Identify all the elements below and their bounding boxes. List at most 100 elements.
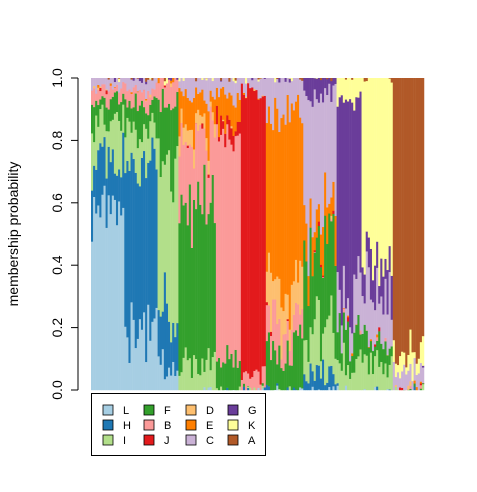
bar-segment-F bbox=[419, 388, 423, 391]
bar-segment-B bbox=[91, 90, 94, 105]
bar-segment-I bbox=[149, 121, 152, 161]
bar-segment-C bbox=[97, 78, 100, 85]
legend-label-G: G bbox=[248, 405, 257, 417]
bar-segment-F bbox=[163, 107, 167, 165]
bar-segment-I bbox=[353, 372, 356, 391]
bar-segment-C bbox=[355, 278, 358, 325]
bar-segment-C bbox=[195, 81, 198, 88]
bar-segment-H bbox=[324, 385, 327, 391]
bar-segment-K bbox=[411, 352, 414, 382]
bar-segment-K bbox=[232, 78, 235, 82]
bar-segment-C bbox=[249, 78, 252, 89]
bar-segment-K bbox=[401, 351, 404, 372]
bar-segment-H bbox=[307, 383, 310, 391]
bar-segment-B bbox=[234, 135, 237, 350]
bar-segment-H bbox=[126, 160, 129, 338]
bar-segment-G bbox=[340, 95, 344, 326]
bar-segment-B bbox=[269, 335, 273, 361]
bar-segment-A bbox=[365, 78, 369, 82]
bar-segment-I bbox=[157, 138, 160, 311]
bar-segment-I bbox=[334, 358, 337, 385]
bar-segment-F bbox=[269, 359, 273, 391]
bar-segment-B bbox=[113, 87, 117, 93]
bar-segment-G bbox=[220, 80, 223, 82]
bar-segment-I bbox=[215, 387, 219, 391]
bar-segment-K bbox=[165, 78, 169, 84]
bar-segment-L bbox=[99, 217, 102, 391]
bar-segment-G bbox=[113, 78, 117, 83]
bar-segment-H bbox=[265, 384, 269, 391]
bar-segment-D bbox=[145, 100, 148, 102]
bar-segment-J bbox=[378, 327, 381, 332]
bar-segment-C bbox=[353, 274, 356, 333]
bar-segment-E bbox=[313, 232, 317, 251]
bar-segment-C bbox=[242, 78, 246, 93]
bar-segment-E bbox=[376, 334, 379, 338]
bar-segment-C bbox=[374, 309, 377, 345]
legend: LHI FBJ DEC GKA bbox=[91, 393, 266, 456]
bar-segment-K bbox=[419, 341, 423, 364]
bar-segment-I bbox=[192, 354, 196, 391]
bar-segment-H bbox=[315, 364, 319, 391]
bar-segment-I bbox=[165, 154, 169, 304]
bar-segment-F bbox=[101, 96, 104, 105]
bar-segment-B bbox=[405, 389, 408, 391]
bar-segment-I bbox=[188, 358, 192, 391]
bar-segment-F bbox=[407, 389, 410, 391]
bar-segment-C bbox=[222, 78, 225, 87]
bar-segment-H bbox=[161, 311, 165, 350]
bar-segment-I bbox=[355, 358, 358, 391]
bar-segment-B bbox=[165, 83, 169, 108]
bar-segment-I bbox=[340, 370, 344, 391]
bar-segment-F bbox=[328, 213, 331, 316]
bar-segment-C bbox=[361, 295, 364, 334]
bar-segment-B bbox=[313, 251, 317, 253]
bar-segment-C bbox=[136, 78, 140, 92]
bar-segment-D bbox=[267, 252, 271, 306]
bar-segment-K bbox=[342, 78, 346, 103]
bar-segment-C bbox=[272, 78, 275, 131]
bar-segment-C bbox=[259, 78, 262, 99]
bar-segment-A bbox=[411, 78, 414, 353]
bar-segment-B bbox=[209, 106, 212, 203]
bar-segment-F bbox=[109, 99, 113, 122]
bar-segment-F bbox=[128, 100, 131, 122]
bar-segment-L bbox=[93, 196, 96, 391]
bar-segment-F bbox=[145, 113, 148, 129]
bar-segment-F bbox=[344, 329, 348, 376]
bar-segment-L bbox=[261, 388, 264, 391]
bar-segment-E bbox=[234, 107, 237, 132]
bar-segment-H bbox=[136, 183, 140, 339]
bar-segment-C bbox=[203, 78, 206, 101]
bar-segment-C bbox=[209, 78, 212, 91]
bar-segment-C bbox=[91, 78, 94, 91]
bar-segment-A bbox=[415, 78, 418, 364]
bar-segment-C bbox=[99, 78, 102, 87]
bar-segment-B bbox=[409, 385, 412, 389]
bar-segment-K bbox=[363, 81, 366, 275]
bar-segment-F bbox=[315, 237, 319, 297]
bar-segment-L bbox=[143, 312, 146, 391]
bar-segment-B bbox=[122, 81, 125, 94]
bar-segment-J bbox=[286, 319, 289, 322]
bar-segment-A bbox=[147, 78, 150, 80]
bar-segment-J bbox=[253, 90, 256, 371]
bar-segment-B bbox=[342, 308, 346, 313]
bar-segment-F bbox=[228, 358, 231, 391]
bar-segment-K bbox=[290, 78, 294, 82]
bar-segment-H bbox=[163, 272, 167, 380]
bar-segment-B bbox=[195, 123, 198, 210]
bar-segment-D bbox=[294, 259, 298, 304]
bar-segment-C bbox=[115, 78, 119, 85]
bar-segment-I bbox=[361, 362, 364, 391]
bar-segment-I bbox=[134, 129, 138, 173]
bar-segment-H bbox=[267, 386, 271, 391]
bar-segment-C bbox=[211, 80, 215, 97]
bar-segment-C bbox=[367, 267, 371, 348]
bar-segment-G bbox=[307, 78, 310, 101]
bar-segment-D bbox=[269, 272, 273, 332]
bar-segment-K bbox=[288, 78, 292, 79]
bar-segment-G bbox=[380, 258, 383, 297]
bar-segment-I bbox=[107, 131, 110, 147]
